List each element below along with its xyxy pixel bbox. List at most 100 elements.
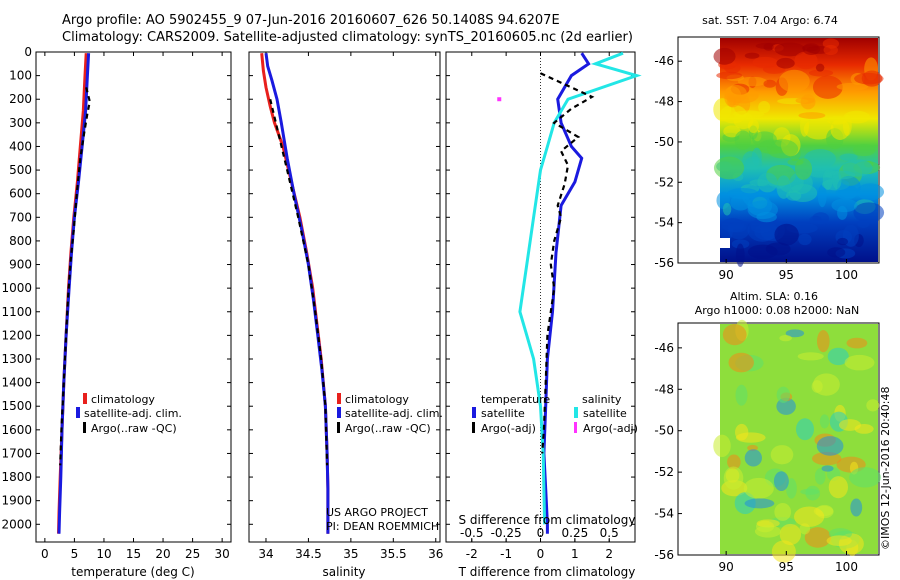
y-tick-label: 900 (9, 258, 32, 272)
texture-blob (744, 449, 762, 467)
map-x-tick-label: 90 (719, 268, 734, 282)
salinity-axis-label: salinity (322, 565, 365, 579)
x-tick-label: 10 (96, 547, 111, 561)
map-y-tick-label: -50 (654, 135, 674, 149)
map-y-tick-label: -54 (654, 507, 674, 521)
sla-map-title: Altim. SLA: 0.16 (730, 290, 818, 303)
texture-blob (758, 100, 771, 114)
x-tick-label: 2 (605, 547, 613, 561)
texture-blob (754, 525, 782, 538)
texture-blob (724, 84, 747, 103)
difference-legend: temperature salinity satellite Argo(-adj… (472, 393, 638, 435)
texture-blob (857, 219, 870, 229)
legend-climatology-swatch (337, 393, 341, 404)
texture-blob (866, 399, 880, 412)
texture-blob (795, 97, 815, 104)
y-tick-label: 700 (9, 210, 32, 224)
texture-blob (756, 519, 780, 528)
texture-blob (737, 76, 768, 87)
figure-title-line2: Climatology: CARS2009. Satellite-adjuste… (62, 30, 633, 45)
y-tick-label: 300 (9, 116, 32, 130)
legend-satellite-swatch (76, 407, 80, 418)
y-tick-label: 1900 (1, 494, 32, 508)
texture-blob (803, 118, 834, 140)
map-y-tick-label: -56 (654, 548, 674, 562)
legend-climatology-swatch (83, 393, 87, 404)
texture-blob (771, 540, 796, 563)
texture-blob (776, 57, 795, 69)
sst-map-title: sat. SST: 7.04 Argo: 6.74 (702, 14, 838, 27)
temperature-plot: 0 5 10 15 20 25 300100200300400500600700800900… (1, 45, 231, 561)
texture-blob (827, 247, 846, 258)
data-point (497, 97, 502, 102)
texture-blob (748, 119, 759, 134)
texture-blob (797, 352, 824, 361)
project-annotation-line1: US ARGO PROJECT (326, 506, 428, 519)
top-tick-label: -0.5 (460, 526, 483, 540)
legend-t-satellite-swatch (472, 407, 476, 418)
texture-blob (779, 523, 802, 546)
texture-blob (786, 478, 797, 499)
texture-blob (735, 384, 748, 406)
texture-blob (774, 502, 792, 521)
y-tick-label: 1000 (1, 281, 32, 295)
map-y-tick-label: -48 (654, 382, 674, 396)
y-tick-label: 100 (9, 69, 32, 83)
sst-texture (713, 38, 885, 267)
x-tick-label: 20 (155, 547, 170, 561)
texture-blob (774, 42, 806, 57)
x-tick-label: 0 (537, 547, 545, 561)
texture-blob (745, 156, 763, 170)
texture-blob (727, 222, 747, 233)
legend-climatology-label: climatology (345, 393, 409, 406)
texture-blob (744, 52, 760, 59)
texture-blob (814, 468, 826, 485)
y-tick-label: 400 (9, 139, 32, 153)
legend-salinity-title: salinity (582, 393, 622, 406)
texture-blob (747, 244, 778, 259)
texture-blob (853, 202, 885, 223)
series-line (540, 72, 595, 454)
x-tick-label: 1 (571, 547, 579, 561)
texture-blob (747, 195, 773, 216)
map-x-tick-label: 95 (779, 268, 794, 282)
texture-blob (850, 498, 863, 517)
texture-blob (773, 471, 789, 491)
texture-blob (763, 79, 777, 88)
x-tick-label: 34 (258, 547, 273, 561)
texture-blob (804, 149, 836, 169)
texture-blob (776, 386, 790, 403)
x-tick-label: -1 (500, 547, 512, 561)
map-y-tick-label: -46 (654, 341, 674, 355)
map-x-tick-label: 90 (719, 560, 734, 574)
texture-blob (713, 156, 745, 180)
texture-blob (749, 179, 770, 187)
x-tick-label: 25 (185, 547, 200, 561)
map-y-tick-label: -50 (654, 424, 674, 438)
texture-blob (793, 506, 825, 527)
figure-title-line1: Argo profile: AO 5902455_9 07-Jun-2016 2… (62, 13, 560, 28)
texture-blob (786, 190, 802, 201)
legend-climatology-label: climatology (91, 393, 155, 406)
temperature-axis-label: temperature (deg C) (71, 565, 194, 579)
texture-blob (798, 112, 826, 119)
texture-blob (854, 72, 884, 85)
texture-blob (778, 69, 810, 93)
map-y-tick-label: -48 (654, 95, 674, 109)
texture-blob (811, 380, 823, 393)
texture-blob (720, 104, 747, 124)
salinity-plot: 34 34.5 35 35.5 36 (249, 51, 443, 561)
texture-blob (794, 51, 818, 70)
texture-blob (844, 354, 875, 371)
texture-blob (744, 498, 775, 509)
map-x-tick-label: 95 (779, 560, 794, 574)
series-line (542, 52, 591, 534)
texture-blob (766, 139, 799, 159)
legend-s-argo-label: Argo(-adj) (583, 422, 638, 435)
project-annotation-line2: PI: DEAN ROEMMICH (326, 520, 439, 533)
texture-blob (770, 445, 794, 465)
map-y-tick-label: -46 (654, 54, 674, 68)
texture-blob (779, 335, 792, 342)
legend-argo-swatch (83, 422, 86, 433)
texture-blob (836, 82, 869, 91)
